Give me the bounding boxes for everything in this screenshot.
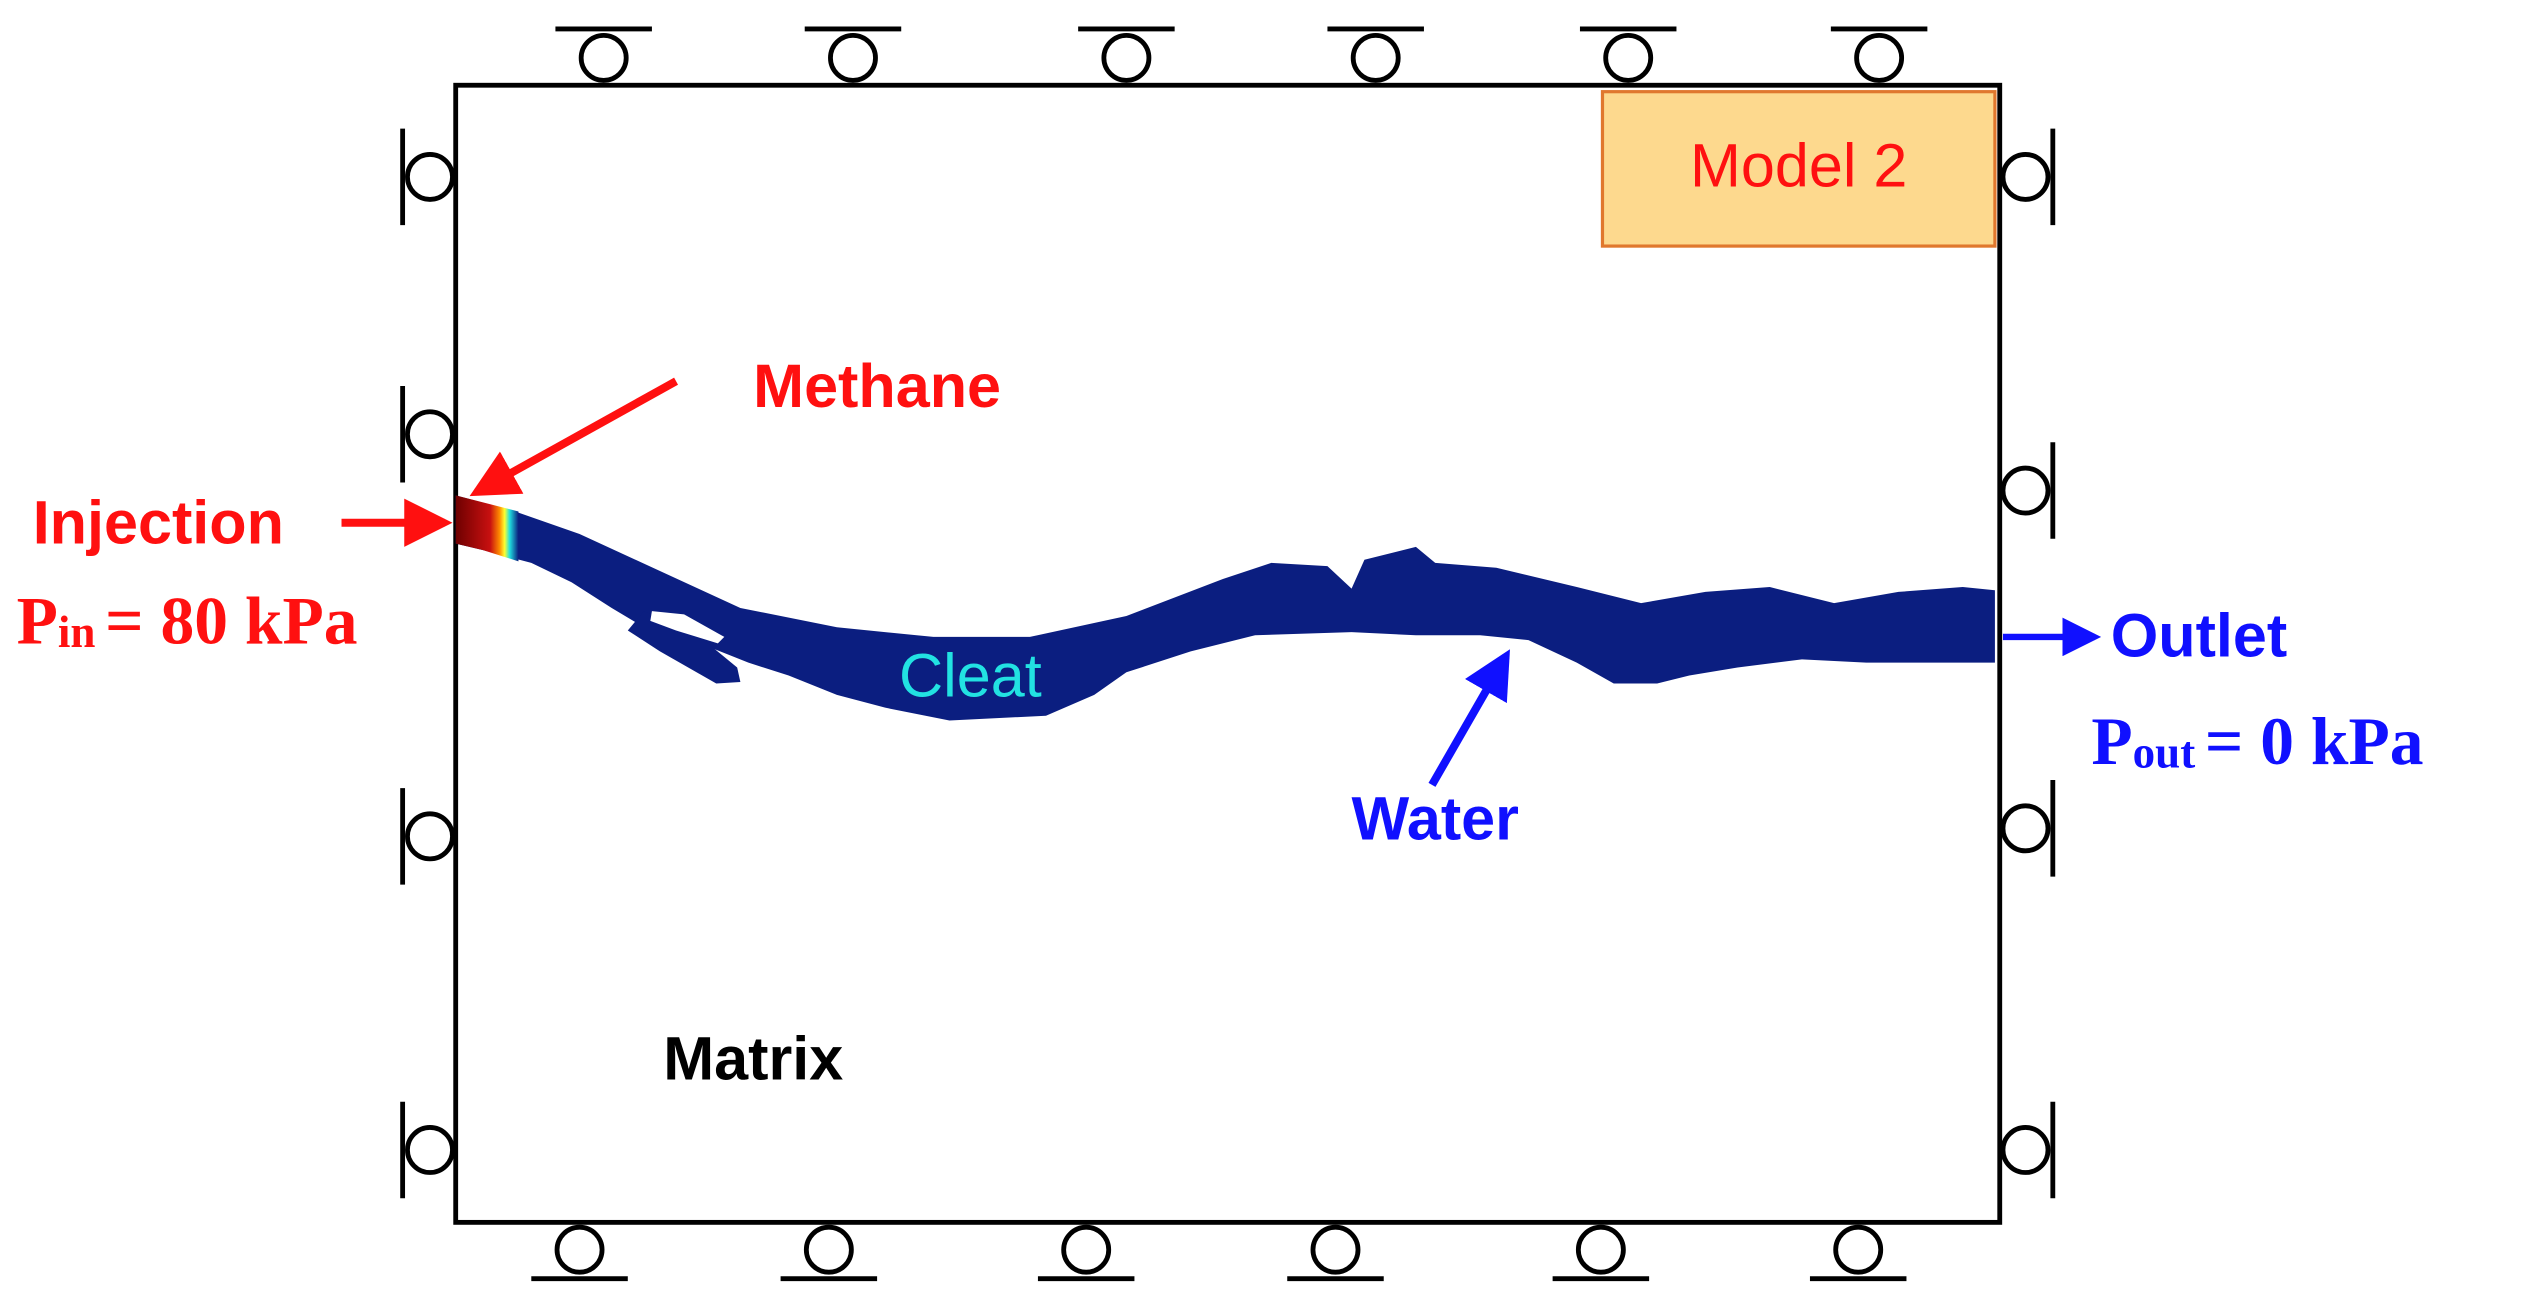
text-part: P [17, 583, 58, 658]
outlet-label: Outlet [2111, 601, 2288, 669]
text-part: = 80 kPa [105, 583, 357, 658]
left-rollers [400, 128, 455, 1199]
text-part: in [58, 607, 96, 657]
right-rollers [2000, 128, 2056, 1199]
methane-label: Methane [753, 352, 1001, 420]
cleat-label: Cleat [899, 641, 1042, 709]
cleat [455, 495, 1995, 721]
injection-zone [455, 495, 519, 562]
cleat-hole [650, 611, 725, 644]
outlet-pressure: Pout = 0 kPa [2091, 703, 2423, 778]
text-part: P [2091, 703, 2132, 778]
model-label: Model 2 [1690, 132, 1907, 200]
cleat-branch [627, 611, 741, 684]
water-label: Water [1351, 785, 1519, 853]
methane-arrow [469, 377, 679, 497]
model-label-box [1600, 90, 1997, 248]
top-rollers [555, 26, 1928, 83]
text-part: out [2133, 728, 2196, 778]
text-part: = 0 kPa [2205, 703, 2424, 778]
bottom-rollers [531, 1224, 1907, 1282]
matrix-label: Matrix [663, 1024, 843, 1092]
inlet-pressure: Pin = 80 kPa [17, 583, 358, 658]
injection-label: Injection [33, 489, 284, 557]
roller-supports [400, 26, 2056, 1282]
water-arrow [1428, 649, 1510, 787]
